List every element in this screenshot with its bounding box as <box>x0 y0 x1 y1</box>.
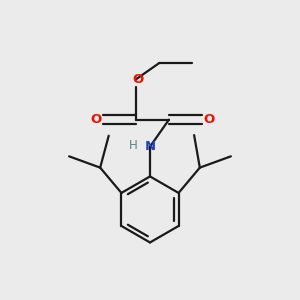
Text: O: O <box>132 73 143 86</box>
Text: O: O <box>90 113 101 126</box>
Text: O: O <box>204 113 215 126</box>
Text: N: N <box>144 140 156 153</box>
Text: H: H <box>129 139 138 152</box>
